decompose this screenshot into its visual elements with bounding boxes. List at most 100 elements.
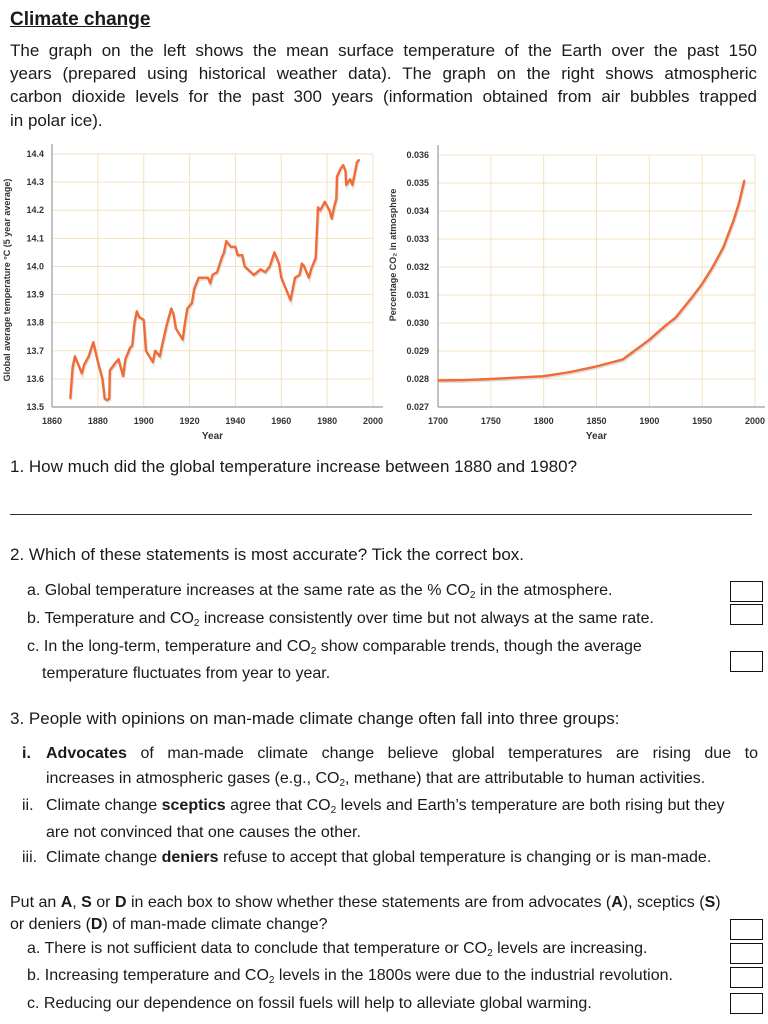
data-point — [691, 297, 693, 299]
data-point — [342, 164, 344, 166]
q2-checkbox-b[interactable] — [730, 604, 763, 625]
data-point — [83, 364, 85, 366]
data-point — [237, 254, 239, 256]
data-point — [72, 367, 74, 369]
data-point — [138, 316, 140, 318]
x-tick-label: 2000 — [745, 416, 765, 426]
data-point — [166, 324, 168, 327]
y-tick-label: 0.036 — [406, 150, 429, 160]
data-point — [104, 397, 106, 400]
y-tick-label: 0.033 — [406, 234, 429, 244]
q4-box-a[interactable] — [730, 943, 763, 964]
group-i-cont: increases in atmospheric gases (e.g., CO… — [46, 770, 706, 789]
data-point — [108, 397, 110, 400]
data-point — [253, 274, 255, 276]
group-iii-num: iii. — [22, 849, 38, 866]
data-point — [345, 184, 347, 186]
group-ii-num: ii. — [22, 797, 34, 814]
x-tick-label: 1950 — [692, 416, 712, 426]
y-tick-label: 0.027 — [406, 402, 429, 412]
x-tick-label: 1920 — [180, 416, 200, 426]
answer-line[interactable] — [10, 514, 752, 515]
data-point — [122, 375, 124, 377]
x-tick-label: 1860 — [42, 416, 62, 426]
series-line — [437, 179, 746, 382]
data-point — [319, 209, 321, 211]
data-point — [241, 254, 243, 256]
q4-statement-a: a. There is not sufficient data to concl… — [27, 940, 648, 959]
q2-checkbox-c[interactable] — [730, 651, 763, 672]
q4-box-c[interactable] — [730, 993, 763, 1014]
data-point — [216, 271, 218, 273]
co2-chart: 0.027 0.028 0.029 0.030 0.031 0.032 0.033 0.034… — [388, 145, 765, 442]
data-point — [124, 358, 126, 360]
data-point — [152, 361, 154, 363]
data-point — [161, 344, 163, 346]
data-point — [209, 282, 211, 284]
data-point — [223, 251, 225, 253]
data-point — [743, 179, 746, 181]
group-ii: Climate change sceptics agree that CO2 l… — [46, 797, 725, 816]
data-point — [109, 369, 111, 372]
group-i: Advocates of man-made climate change bel… — [46, 745, 758, 762]
data-point — [280, 277, 282, 279]
q4-statement-c: c. Reducing our dependence on fossil fue… — [27, 995, 592, 1012]
data-point — [234, 246, 237, 248]
data-point — [294, 277, 296, 279]
y-tick-label: 14.1 — [26, 233, 44, 243]
x-axis-label: Year — [202, 431, 223, 442]
data-point — [315, 257, 317, 259]
data-point — [351, 184, 353, 186]
intro-line: carbon dioxide levels for the past 300 y… — [10, 87, 757, 106]
data-point — [184, 322, 186, 324]
q2-option-c: c. In the long-term, temperature and CO2… — [27, 638, 642, 657]
data-point — [260, 268, 262, 270]
data-point — [675, 316, 677, 318]
data-point — [490, 378, 492, 380]
y-tick-label: 0.029 — [406, 346, 429, 356]
data-point — [299, 274, 301, 276]
data-point — [712, 266, 714, 268]
group-iii: Climate change deniers refuse to accept … — [46, 849, 712, 866]
data-point — [145, 350, 147, 352]
q4-box-0[interactable] — [730, 919, 763, 940]
data-point — [211, 274, 214, 276]
data-point — [225, 240, 227, 242]
data-point — [331, 218, 333, 220]
data-point — [336, 175, 338, 178]
y-tick-label: 14.3 — [26, 177, 44, 187]
data-point — [69, 397, 71, 400]
data-point — [244, 265, 246, 268]
data-point — [356, 161, 358, 164]
y-tick-label: 13.5 — [26, 402, 44, 412]
data-point — [88, 355, 90, 357]
data-point — [186, 308, 188, 310]
data-point — [131, 344, 133, 346]
x-tick-label: 1940 — [225, 416, 245, 426]
data-point — [301, 263, 303, 265]
data-point — [310, 268, 312, 270]
q2-checkbox-a[interactable] — [730, 581, 763, 602]
question-2: 2. Which of these statements is most acc… — [10, 545, 524, 564]
x-tick-label: 1800 — [534, 416, 554, 426]
x-tick-label: 1900 — [639, 416, 659, 426]
charts: 13.5 13.6 13.7 13.8 13.9 14.0 14.1 14.2 14.3 14.4… — [2, 144, 765, 442]
data-point — [81, 372, 83, 374]
data-point — [78, 367, 81, 369]
y-tick-label: 13.8 — [26, 318, 44, 328]
q4-instructions-cont: or deniers (D) of man-made climate chang… — [10, 916, 328, 933]
temperature-chart: 13.5 13.6 13.7 13.8 13.9 14.0 14.1 14.2 14.3 14.4… — [2, 144, 383, 442]
q4-box-b[interactable] — [730, 967, 763, 988]
series-shadow — [438, 181, 747, 384]
question-1: 1. How much did the global temperature i… — [10, 457, 578, 476]
data-point — [182, 338, 184, 341]
data-point — [133, 322, 136, 324]
x-tick-label: 2000 — [363, 416, 383, 426]
data-point — [463, 379, 466, 381]
x-tick-label: 1850 — [586, 416, 606, 426]
data-point — [733, 218, 735, 220]
y-tick-label: 13.7 — [26, 346, 44, 356]
group-ii-cont: are not convinced that one causes the ot… — [46, 824, 361, 841]
data-point — [543, 375, 545, 377]
intro-line: The graph on the left shows the mean sur… — [10, 41, 757, 60]
